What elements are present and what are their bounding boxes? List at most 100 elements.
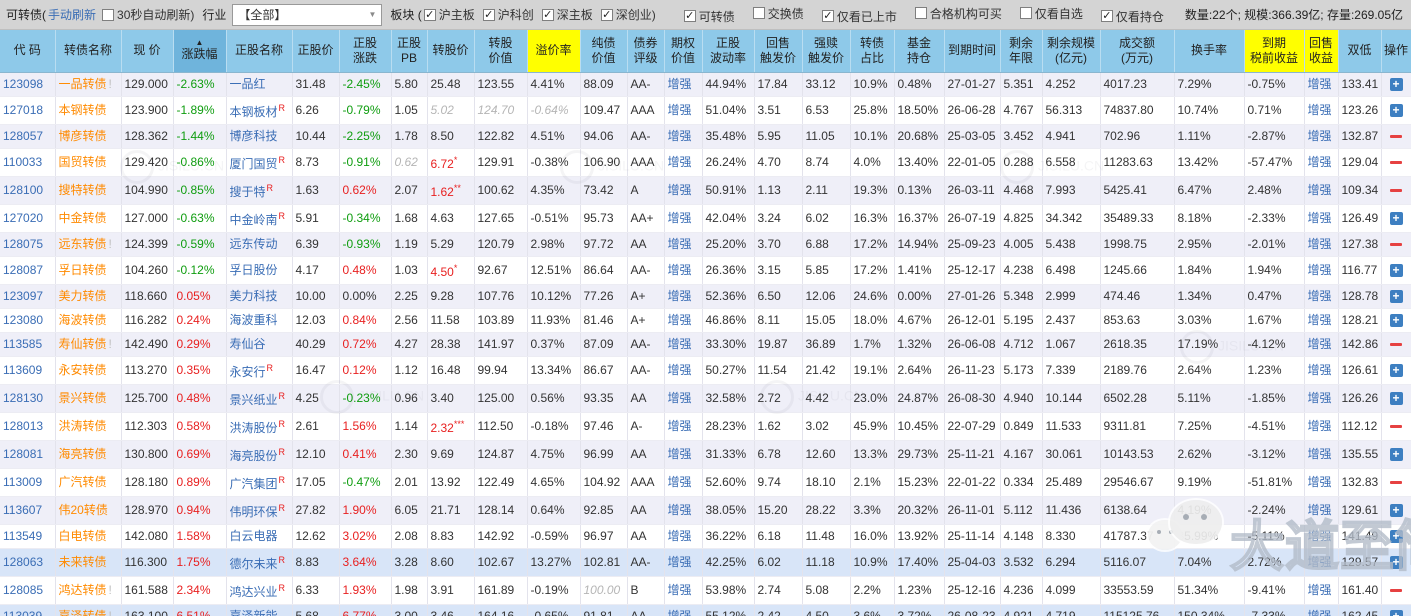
column-header-sprice[interactable]: 正股价 — [292, 30, 340, 73]
add-button[interactable]: + — [1389, 313, 1403, 327]
stock-name[interactable]: 本钢板材 — [229, 104, 278, 119]
add-button[interactable]: + — [1389, 529, 1403, 543]
column-header-price[interactable]: 现 价 — [121, 30, 174, 73]
sector-checkbox-1[interactable]: ✓ 沪主板 — [423, 6, 475, 23]
remove-button[interactable] — [1390, 424, 1402, 428]
cell-code[interactable]: 110033 — [0, 148, 56, 177]
stock-name[interactable]: 寿仙谷 — [229, 336, 266, 351]
column-header-convp[interactable]: 转股价 — [427, 30, 475, 73]
column-header-years[interactable]: 剩余 年限 — [1000, 30, 1043, 73]
cell-opt[interactable]: 增强 — [664, 96, 703, 125]
stock-name[interactable]: 洪涛股份 — [229, 420, 278, 435]
add-button[interactable]: + — [1389, 555, 1403, 569]
cell-putret[interactable]: 增强 — [1304, 256, 1339, 285]
remove-button[interactable] — [1390, 134, 1402, 138]
cell-opt[interactable]: 增强 — [664, 72, 703, 97]
cell-opt[interactable]: 增强 — [664, 496, 703, 525]
filter-checkbox-4[interactable]: 合格机构可买 — [914, 5, 1002, 22]
cell-opt[interactable]: 增强 — [664, 308, 703, 333]
column-header-name[interactable]: 转债名称 — [55, 30, 122, 73]
sector-checkbox-2[interactable]: ✓ 沪科创 — [482, 6, 534, 23]
stock-name[interactable]: 鸿达兴业 — [229, 584, 278, 599]
add-button[interactable]: + — [1389, 263, 1403, 277]
column-header-convv[interactable]: 转股 价值 — [474, 30, 528, 73]
stock-name[interactable]: 远东传动 — [229, 236, 278, 251]
cell-code[interactable]: 123097 — [0, 284, 56, 309]
column-header-putret[interactable]: 回售 收益 — [1304, 30, 1339, 73]
filter-checkbox-3[interactable]: ✓ 仅看已上市 — [821, 8, 897, 25]
stock-name[interactable]: 德尔未来 — [229, 556, 278, 571]
cell-code[interactable]: 113549 — [0, 524, 56, 549]
cell-code[interactable]: 128075 — [0, 232, 56, 257]
cell-opt[interactable]: 增强 — [664, 548, 703, 577]
column-header-ytm[interactable]: 到期 税前收益 — [1244, 30, 1305, 73]
cell-code[interactable]: 123098 — [0, 72, 56, 97]
stock-name[interactable]: 永安行 — [229, 364, 266, 379]
stock-name[interactable]: 一品红 — [229, 76, 266, 91]
stock-name[interactable]: 厦门国贸 — [229, 156, 278, 171]
cell-code[interactable]: 128081 — [0, 440, 56, 469]
cell-putret[interactable]: 增强 — [1304, 308, 1339, 333]
column-header-vol[interactable]: 正股 波动率 — [702, 30, 755, 73]
column-header-call[interactable]: 强赎 触发价 — [802, 30, 851, 73]
stock-name[interactable]: 海亮股份 — [229, 448, 278, 463]
cell-putret[interactable]: 增强 — [1304, 148, 1339, 177]
remove-button[interactable] — [1390, 242, 1402, 246]
add-button[interactable]: + — [1389, 609, 1403, 616]
cell-opt[interactable]: 增强 — [664, 576, 703, 605]
stock-name[interactable]: 孚日股份 — [229, 262, 278, 277]
add-button[interactable]: + — [1389, 211, 1403, 225]
cell-putret[interactable]: 增强 — [1304, 576, 1339, 605]
cell-opt[interactable]: 增强 — [664, 176, 703, 205]
cell-code[interactable]: 113607 — [0, 496, 56, 525]
column-header-chg[interactable]: ▲ 涨跌幅 — [173, 30, 227, 73]
cell-opt[interactable]: 增强 — [664, 204, 703, 233]
cell-putret[interactable]: 增强 — [1304, 72, 1339, 97]
add-button[interactable]: + — [1389, 103, 1403, 117]
cell-putret[interactable]: 增强 — [1304, 332, 1339, 357]
cell-code[interactable]: 128085 — [0, 576, 56, 605]
stock-name[interactable]: 白云电器 — [229, 528, 278, 543]
cell-code[interactable]: 113585 — [0, 332, 56, 357]
add-button[interactable]: + — [1389, 363, 1403, 377]
cell-putret[interactable]: 增强 — [1304, 604, 1339, 616]
column-header-opt[interactable]: 期权 价值 — [664, 30, 703, 73]
cell-opt[interactable]: 增强 — [664, 356, 703, 385]
stock-name[interactable]: 搜于特 — [229, 184, 266, 199]
cell-opt[interactable]: 增强 — [664, 256, 703, 285]
cell-putret[interactable]: 增强 — [1304, 124, 1339, 149]
column-header-code[interactable]: 代 码 — [0, 30, 56, 73]
cell-opt[interactable]: 增强 — [664, 332, 703, 357]
column-header-prem[interactable]: 溢价率 — [527, 30, 581, 73]
column-header-op[interactable]: 操作 — [1381, 30, 1411, 73]
cell-putret[interactable]: 增强 — [1304, 204, 1339, 233]
cell-opt[interactable]: 增强 — [664, 604, 703, 616]
add-button[interactable]: + — [1389, 447, 1403, 461]
cell-opt[interactable]: 增强 — [664, 468, 703, 497]
cell-code[interactable]: 128087 — [0, 256, 56, 285]
column-header-bondv[interactable]: 纯债 价值 — [580, 30, 628, 73]
cell-code[interactable]: 128063 — [0, 548, 56, 577]
stock-name[interactable]: 美力科技 — [229, 288, 278, 303]
cell-putret[interactable]: 增强 — [1304, 356, 1339, 385]
manual-refresh-link[interactable]: 手动刷新 — [48, 8, 97, 22]
add-button[interactable]: + — [1389, 77, 1403, 91]
cell-putret[interactable]: 增强 — [1304, 496, 1339, 525]
stock-name[interactable]: 海波重科 — [229, 312, 278, 327]
sector-checkbox-4[interactable]: ✓ 深创业) — [600, 6, 656, 23]
stock-name[interactable]: 广汽集团 — [229, 476, 278, 491]
cell-putret[interactable]: 增强 — [1304, 548, 1339, 577]
stock-name[interactable]: 景兴纸业 — [229, 392, 278, 407]
remove-button[interactable] — [1390, 480, 1402, 484]
remove-button[interactable] — [1390, 188, 1402, 192]
filter-checkbox-1[interactable]: ✓ 可转债 — [683, 8, 735, 25]
cell-putret[interactable]: 增强 — [1304, 232, 1339, 257]
cell-code[interactable]: 113039 — [0, 604, 56, 616]
add-button[interactable]: + — [1389, 289, 1403, 303]
cell-code[interactable]: 128057 — [0, 124, 56, 149]
industry-select[interactable]: 【全部】 ▼ — [232, 3, 383, 26]
remove-button[interactable] — [1390, 342, 1402, 346]
sector-checkbox-3[interactable]: ✓ 深主板 — [541, 6, 593, 23]
cell-opt[interactable]: 增强 — [664, 384, 703, 413]
stock-name[interactable]: 嘉泽新能 — [229, 608, 278, 616]
